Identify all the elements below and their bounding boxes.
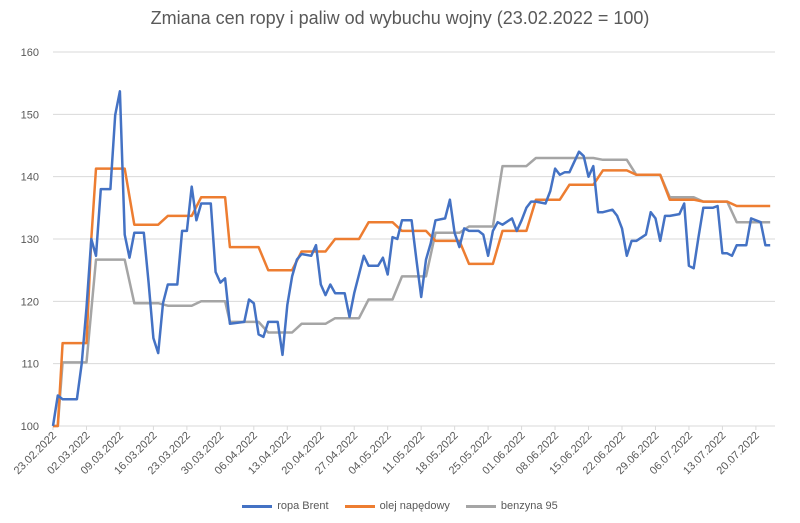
legend-item: benzyna 95 <box>465 500 558 512</box>
y-tick-label: 150 <box>21 109 39 121</box>
y-axis-ticks: 100 110 120 130 140 150 160 <box>21 47 39 433</box>
y-tick-label: 140 <box>21 172 39 184</box>
y-tick-label: 120 <box>21 296 39 308</box>
legend-label: benzyna 95 <box>500 500 558 512</box>
x-axis-ticks: 23.02.202202.03.202209.03.202216.03.2022… <box>12 426 762 477</box>
y-tick-label: 110 <box>21 359 39 371</box>
legend-swatch <box>344 504 375 508</box>
series-line-1 <box>53 167 771 428</box>
series-lines <box>51 90 771 428</box>
series-line-2 <box>53 156 771 428</box>
legend-item: olej napędowy <box>344 500 450 512</box>
legend: ropa Brent olej napędowy benzyna 95 <box>0 500 800 512</box>
legend-label: ropa Brent <box>277 500 329 512</box>
legend-swatch <box>465 504 496 508</box>
chart-title: Zmiana cen ropy i paliw od wybuchu wojny… <box>150 8 650 28</box>
legend-swatch <box>242 504 273 508</box>
legend-item: ropa Brent <box>242 500 329 512</box>
y-tick-label: 100 <box>21 421 39 433</box>
legend-label: olej napędowy <box>379 500 450 512</box>
y-tick-label: 160 <box>21 47 39 59</box>
y-tick-label: 130 <box>21 234 39 246</box>
series-line-0 <box>51 90 771 427</box>
